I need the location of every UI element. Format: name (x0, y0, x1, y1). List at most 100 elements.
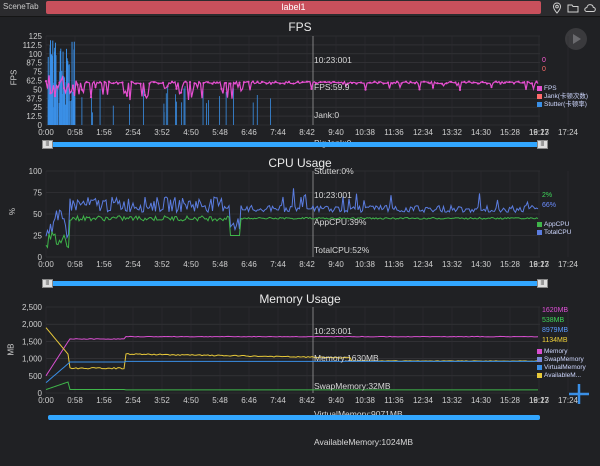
memory-range-slider[interactable] (48, 415, 540, 420)
memory-y-tick: 1,500 (22, 337, 43, 346)
fps-point (44, 80, 48, 83)
fps-point (193, 82, 196, 85)
fps-x-tick: 14:30 (471, 128, 492, 137)
cpu-slider-right-handle[interactable]: ||| (537, 279, 548, 288)
memory-legend-virtual[interactable]: VirtualMemory (537, 364, 586, 372)
memory-x-tick: 16:27 (529, 396, 550, 405)
fps-point (413, 82, 417, 85)
cpu-slider-left-handle[interactable]: ||| (42, 279, 53, 288)
fps-x-tick: 12:34 (413, 128, 434, 137)
cpu-total-line (45, 188, 539, 240)
cpu-range-slider[interactable] (48, 281, 540, 286)
memory-chart-title: Memory Usage (259, 292, 341, 306)
fps-point (107, 80, 111, 83)
fps-point (103, 80, 106, 84)
fps-point (116, 82, 120, 85)
fps-x-tick: 2:54 (125, 128, 141, 137)
fps-legend-fps[interactable]: FPS (537, 85, 588, 93)
fps-x-tick: 9:40 (328, 128, 344, 137)
scene-tab[interactable]: SceneTab (3, 2, 39, 11)
fps-x-tick: 15:28 (500, 128, 521, 137)
fps-point (247, 80, 250, 83)
fps-point (152, 81, 156, 84)
fps-y-tick: 112.5 (23, 41, 43, 50)
memory-legend-available[interactable]: AvailableM... (537, 372, 586, 380)
cpu-value-app: 2% (542, 192, 553, 199)
fps-legend-stutter[interactable]: Stutter(卡顿率) (537, 101, 588, 109)
fps-point (314, 81, 318, 85)
fps-point (503, 81, 507, 84)
memory-legend-swap[interactable]: SwapMemory (537, 356, 586, 364)
memory-available-line (45, 327, 539, 370)
fps-point (175, 87, 178, 90)
fps-point (490, 85, 493, 89)
fps-point (499, 82, 502, 85)
cpu-info-totalcpu: TotalCPU:52% (314, 245, 370, 256)
play-button[interactable] (565, 28, 587, 50)
folder-icon[interactable] (567, 2, 579, 14)
location-pin-icon[interactable] (551, 2, 563, 14)
cpu-x-tick: 2:54 (125, 260, 141, 269)
fps-y-tick: 0 (38, 121, 43, 130)
fps-slider-left-handle[interactable]: ||| (42, 140, 53, 149)
fps-point (355, 82, 358, 85)
cpu-x-tick: 13:32 (442, 260, 463, 269)
fps-point (53, 94, 57, 98)
fps-point (206, 81, 210, 84)
memory-legend-memory[interactable]: Memory (537, 348, 586, 356)
fps-point (283, 82, 286, 85)
memory-x-tick: 3:52 (154, 396, 170, 405)
fps-value-fps: 0 (542, 57, 546, 64)
cpu-legend-app[interactable]: AppCPU (537, 221, 571, 229)
fps-slider-right-handle[interactable]: ||| (537, 140, 548, 149)
fps-x-tick: 7:44 (270, 128, 286, 137)
memory-y-axis-label: MB (6, 343, 16, 356)
fps-point (242, 81, 246, 84)
fps-point (368, 81, 372, 84)
fps-info-fps: FPS:59.9 (314, 82, 350, 93)
fps-point (166, 85, 169, 88)
memory-info-available: AvailableMemory:1024MB (314, 437, 414, 448)
scene-window: SceneTab label1 FPS FPS 0 12.5 25 37.5 50 62.… (0, 0, 600, 447)
fps-point (170, 80, 174, 83)
cpu-x-tick: 11:36 (384, 260, 404, 269)
cpu-x-tick: 0:58 (67, 260, 83, 269)
fps-x-tick: 13:32 (442, 128, 463, 137)
fps-point (476, 82, 480, 85)
cpu-legend-total[interactable]: TotalCPU (537, 229, 571, 237)
fps-line (45, 74, 539, 101)
fps-point (391, 82, 394, 85)
fps-value-jank: 0 (542, 66, 546, 73)
fps-legend: FPS Jank(卡顿次数) Stutter(卡顿率) (537, 85, 588, 109)
fps-x-tick: 0:58 (67, 128, 83, 137)
memory-x-tick: 13:32 (442, 396, 463, 405)
fps-point (296, 80, 300, 83)
cloud-icon[interactable] (584, 2, 596, 14)
label-tab[interactable]: label1 (46, 1, 541, 14)
fps-point (211, 82, 214, 85)
fps-point (400, 82, 403, 85)
fps-point (418, 88, 421, 91)
fps-point (85, 81, 88, 84)
memory-y-tick: 2,000 (22, 320, 43, 329)
fps-y-tick: 87.5 (26, 59, 42, 68)
memory-x-tick: 2:54 (125, 396, 141, 405)
cpu-info-appcpu: AppCPU:39% (314, 217, 367, 228)
fps-point (341, 82, 345, 85)
fps-point (215, 81, 219, 84)
fps-point (377, 81, 381, 84)
fps-point (62, 86, 66, 90)
fps-point (382, 82, 385, 85)
add-icon[interactable] (567, 382, 591, 406)
fps-point (143, 93, 147, 97)
memory-value-virtual: 8979MB (542, 327, 569, 334)
fps-legend-jank[interactable]: Jank(卡顿次数) (537, 93, 588, 101)
fps-point (485, 82, 489, 85)
cpu-y-tick: 75 (33, 189, 42, 198)
fps-range-slider[interactable] (48, 142, 540, 147)
fps-point (472, 81, 475, 84)
fps-info-jank: Jank:0 (314, 110, 340, 121)
cpu-info-box: 10:23:001 AppCPU:39% TotalCPU:52% (314, 172, 369, 274)
cpu-y-tick: 25 (33, 232, 42, 241)
